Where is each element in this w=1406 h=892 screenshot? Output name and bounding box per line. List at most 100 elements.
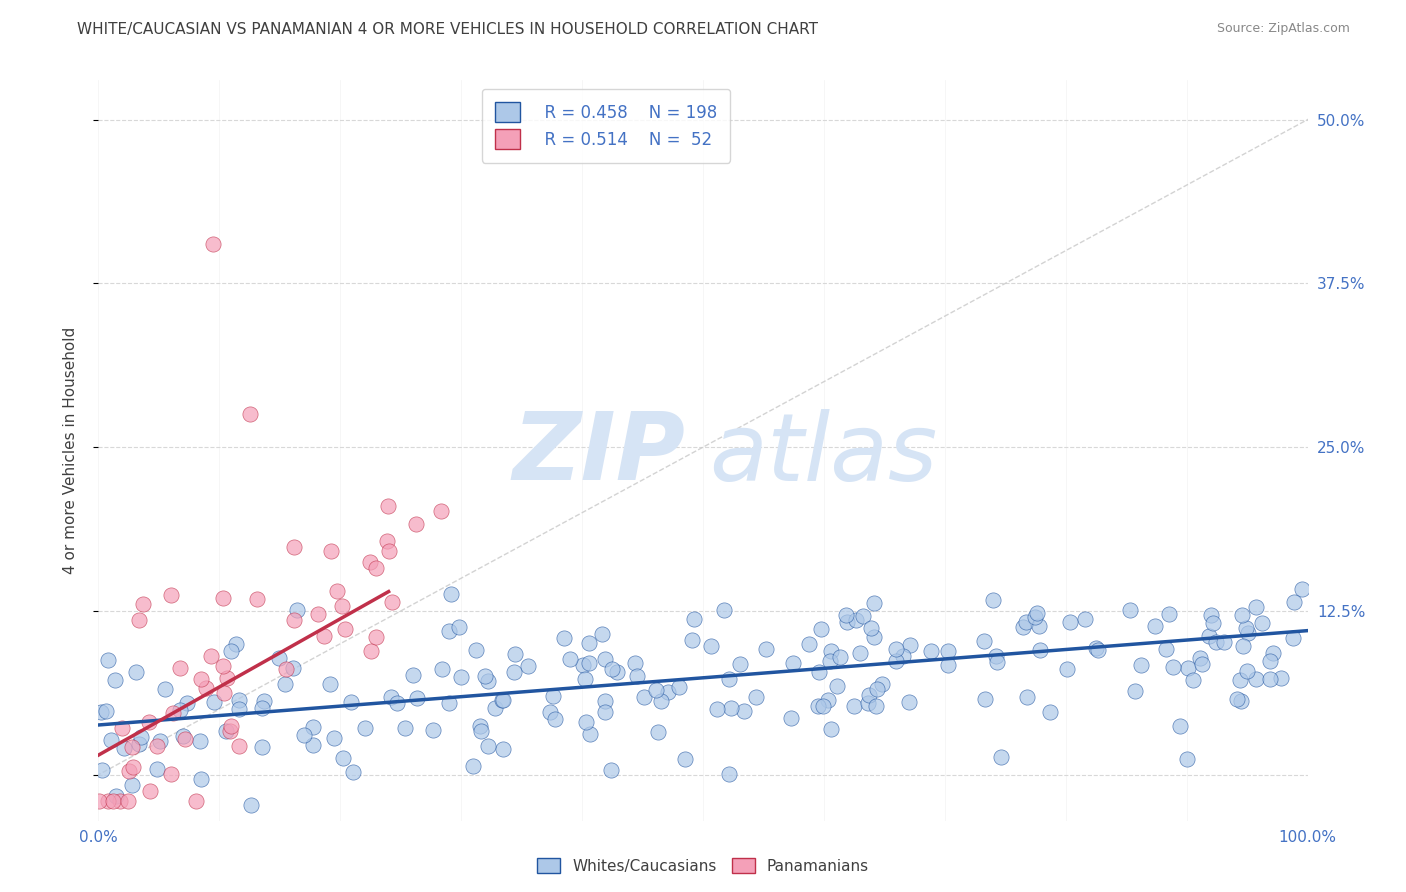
Point <box>973 634 995 648</box>
Point <box>430 504 453 518</box>
Point <box>219 724 242 739</box>
Point <box>1074 612 1097 626</box>
Point <box>122 759 145 773</box>
Point <box>835 608 858 623</box>
Point <box>1143 619 1166 633</box>
Point <box>1251 615 1274 630</box>
Point <box>673 752 696 766</box>
Point <box>981 592 1004 607</box>
Point <box>624 657 647 671</box>
Point <box>112 741 135 756</box>
Point <box>1232 639 1254 653</box>
Point <box>818 654 841 668</box>
Point <box>1244 672 1267 686</box>
Point <box>128 613 150 627</box>
Point <box>574 714 596 729</box>
Point <box>647 725 669 739</box>
Point <box>146 739 169 753</box>
Point <box>474 669 496 683</box>
Point <box>468 719 491 733</box>
Point <box>190 772 212 786</box>
Point <box>440 587 463 601</box>
Point <box>1199 607 1222 622</box>
Point <box>1028 618 1050 632</box>
Point <box>579 727 602 741</box>
Point <box>807 665 830 680</box>
Point <box>1123 684 1146 698</box>
Point <box>430 662 453 676</box>
Point <box>333 622 356 636</box>
Point <box>1175 751 1198 765</box>
Point <box>595 694 617 708</box>
Point <box>574 672 596 686</box>
Point <box>339 695 361 709</box>
Point <box>174 731 197 746</box>
Point <box>1177 661 1199 675</box>
Point <box>447 620 470 634</box>
Point <box>359 555 381 569</box>
Point <box>606 665 628 679</box>
Point <box>380 595 402 609</box>
Point <box>1085 641 1108 656</box>
Point <box>422 723 444 738</box>
Point <box>1191 657 1213 671</box>
Point <box>253 694 276 708</box>
Point <box>360 644 382 658</box>
Point <box>657 685 679 699</box>
Point <box>1015 615 1038 630</box>
Point <box>1226 692 1249 706</box>
Point <box>105 789 128 803</box>
Point <box>228 702 250 716</box>
Point <box>503 647 526 661</box>
Point <box>553 631 575 645</box>
Point <box>118 764 141 778</box>
Point <box>1229 694 1251 708</box>
Point <box>97 653 120 667</box>
Point <box>285 603 308 617</box>
Point <box>477 739 499 753</box>
Point <box>984 648 1007 663</box>
Point <box>990 750 1012 764</box>
Point <box>149 734 172 748</box>
Point <box>465 643 488 657</box>
Point <box>401 668 423 682</box>
Point <box>538 705 561 719</box>
Point <box>1258 672 1281 686</box>
Point <box>920 644 942 658</box>
Point <box>782 657 804 671</box>
Point <box>228 693 250 707</box>
Point <box>267 651 290 665</box>
Point <box>91 764 114 778</box>
Point <box>1161 660 1184 674</box>
Point <box>307 607 329 621</box>
Point <box>1236 626 1258 640</box>
Point <box>470 724 492 739</box>
Point <box>172 729 194 743</box>
Point <box>100 732 122 747</box>
Text: WHITE/CAUCASIAN VS PANAMANIAN 4 OR MORE VEHICLES IN HOUSEHOLD CORRELATION CHART: WHITE/CAUCASIAN VS PANAMANIAN 4 OR MORE … <box>77 22 818 37</box>
Point <box>1198 629 1220 643</box>
Point <box>110 794 132 808</box>
Point <box>1229 673 1251 687</box>
Point <box>572 657 595 672</box>
Point <box>162 706 184 721</box>
Point <box>184 794 207 808</box>
Point <box>128 737 150 751</box>
Point <box>111 721 134 735</box>
Point <box>1168 719 1191 733</box>
Point <box>103 673 125 687</box>
Point <box>125 665 148 680</box>
Point <box>342 764 364 779</box>
Point <box>852 608 875 623</box>
Point <box>169 703 191 717</box>
Point <box>215 723 238 738</box>
Point <box>799 637 821 651</box>
Point <box>717 766 740 780</box>
Point <box>1039 705 1062 719</box>
Point <box>1291 582 1313 596</box>
Point <box>1087 643 1109 657</box>
Point <box>541 690 564 704</box>
Point <box>1157 607 1180 622</box>
Point <box>378 544 401 558</box>
Point <box>330 599 353 613</box>
